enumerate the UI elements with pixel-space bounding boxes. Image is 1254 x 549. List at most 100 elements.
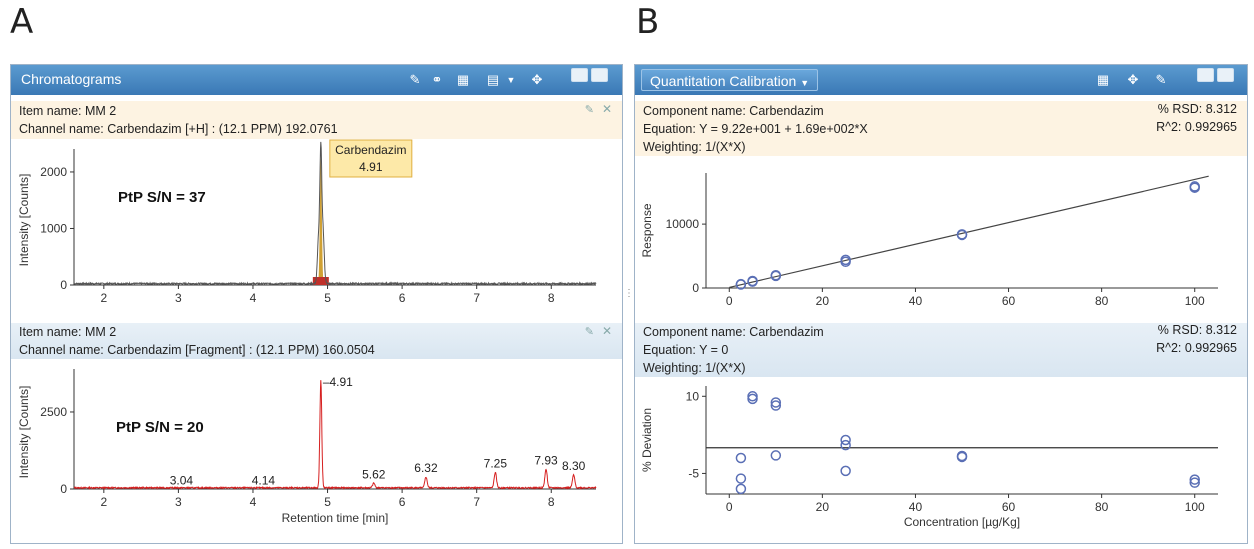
minimize-button[interactable] [1197, 68, 1214, 82]
pin-icon[interactable]: ✎ [584, 104, 594, 116]
x-tick-label: 0 [726, 294, 733, 308]
data-point [735, 473, 747, 484]
peak-label: 7.25 [484, 457, 508, 471]
calibration-panel: Quantitation Calibration ▼ ▦ ✥ ✎ Compone… [634, 64, 1248, 544]
data-point [735, 483, 747, 495]
y-tick-label: 1000 [40, 221, 67, 235]
y-axis-label: Response [640, 203, 654, 257]
x-tick-label: 3 [175, 291, 182, 305]
upper-chrom-header: Item name: MM 2 Channel name: Carbendazi… [11, 101, 622, 139]
x-tick-label: 80 [1095, 500, 1109, 514]
edit-icon[interactable]: ✎ [409, 72, 421, 87]
peak-callout-value: 4.91 [359, 160, 383, 174]
pin-icon[interactable]: ✎ [584, 326, 594, 338]
x-tick-label: 3 [175, 495, 182, 509]
chevron-down-icon[interactable]: ▼ [506, 75, 516, 85]
data-point [747, 275, 758, 287]
peak-label: 6.32 [414, 461, 438, 475]
calibration-dropdown[interactable]: Quantitation Calibration ▼ [641, 69, 819, 91]
data-point [840, 254, 851, 266]
x-tick-label: 20 [816, 294, 830, 308]
calibration-curve-chart: 0 20 40 60 80 100 0 10000 Response [640, 173, 1218, 308]
x-tick-label: 40 [909, 294, 923, 308]
chromatogram-trace [73, 380, 597, 491]
upper-cal-header: Component name: Carbendazim Equation: Y … [635, 101, 1247, 156]
chart-icon[interactable]: ▤ [486, 72, 500, 87]
data-point [1189, 181, 1200, 192]
x-tick-label: 5 [324, 495, 331, 509]
peak-label: 5.62 [362, 467, 386, 481]
sn-label: PtP S/N = 20 [116, 419, 204, 436]
calibration-titlebar: Quantitation Calibration ▼ ▦ ✥ ✎ [635, 65, 1247, 95]
x-tick-label: 20 [816, 500, 830, 514]
edit-icon[interactable]: ✎ [1155, 72, 1167, 87]
minimize-button[interactable] [571, 68, 588, 82]
item-name: Item name: MM 2 [19, 104, 117, 118]
x-tick-label: 80 [1095, 294, 1109, 308]
weighting: Weighting: 1/(X*X) [643, 140, 746, 154]
channel-name: Channel name: Carbendazim [+H] : (12.1 P… [19, 122, 338, 136]
table-icon[interactable]: ▦ [456, 72, 470, 87]
data-point [1189, 477, 1200, 488]
maximize-button[interactable] [1217, 68, 1234, 82]
peak-callout-name: Carbendazim [335, 143, 406, 157]
data-point [747, 393, 758, 405]
maximize-button[interactable] [591, 68, 608, 82]
sn-label: PtP S/N = 37 [118, 189, 206, 206]
data-point [840, 439, 851, 451]
equation: Equation: Y = 0 [643, 343, 729, 357]
link-icon[interactable]: ⚭ [431, 72, 443, 87]
data-point [840, 434, 851, 446]
calibration-title: Quantitation Calibration [650, 73, 797, 89]
chromatograms-panel: Chromatograms ✎ ⚭ ▦ ▤ ▼ ✥ Item name: MM … [10, 64, 623, 544]
peak-label: 8.30 [562, 459, 586, 473]
x-tick-label: 4 [250, 291, 257, 305]
move-icon[interactable]: ✥ [531, 72, 543, 87]
weighting: Weighting: 1/(X*X) [643, 361, 746, 375]
data-point [770, 400, 782, 411]
data-point [840, 465, 851, 477]
x-tick-label: 7 [473, 291, 480, 305]
close-icon[interactable]: ✕ [601, 324, 612, 338]
chevron-down-icon: ▼ [800, 78, 810, 88]
table-icon[interactable]: ▦ [1096, 72, 1110, 87]
r2-value: R^2: 0.992965 [1156, 341, 1237, 355]
y-axis-label: Intensity [Counts] [17, 386, 31, 479]
deviation-chart: 0 20 40 60 80 100 10 -5 % Deviation Concentration… [640, 386, 1218, 529]
x-tick-label: 8 [548, 495, 555, 509]
data-point [735, 278, 747, 290]
data-point [956, 229, 968, 240]
chromatograms-title: Chromatograms [21, 71, 122, 87]
close-icon[interactable]: ✕ [601, 102, 612, 116]
x-tick-label: 2 [100, 291, 107, 305]
data-point [770, 450, 782, 461]
channel-name: Channel name: Carbendazim [Fragment] : (… [19, 343, 375, 357]
splitter-handle[interactable]: ⋮ [624, 288, 634, 299]
integrated-peak-area [315, 159, 327, 285]
lower-chromatogram: 0 2500 2 3 4 5 6 7 8 Intensity [Counts] Retention … [17, 369, 597, 525]
data-point [1189, 474, 1200, 485]
x-tick-label: 40 [909, 500, 923, 514]
y-tick-label: 0 [60, 482, 67, 496]
x-tick-label: 60 [1002, 294, 1016, 308]
y-tick-label: -5 [688, 466, 699, 480]
x-tick-label: 5 [324, 291, 331, 305]
r2-value: R^2: 0.992965 [1156, 120, 1237, 134]
x-tick-label: 0 [726, 500, 733, 514]
y-tick-label: 2500 [40, 405, 67, 419]
y-tick-label: 10 [686, 389, 700, 403]
lower-chrom-header: Item name: MM 2 Channel name: Carbendazi… [11, 323, 622, 359]
x-axis-label: Retention time [min] [282, 511, 389, 525]
y-tick-label: 10000 [666, 217, 700, 231]
x-tick-label: 6 [399, 291, 406, 305]
chromatograms-titlebar: Chromatograms ✎ ⚭ ▦ ▤ ▼ ✥ [11, 65, 622, 95]
peak-label: 3.04 [170, 473, 194, 487]
y-axis-label: Intensity [Counts] [17, 174, 31, 267]
panel-label-b: B [636, 2, 660, 42]
move-icon[interactable]: ✥ [1127, 72, 1139, 87]
y-tick-label: 2000 [40, 165, 67, 179]
component-name: Component name: Carbendazim [643, 104, 824, 118]
equation: Equation: Y = 9.22e+001 + 1.69e+002*X [643, 122, 868, 136]
data-point [956, 450, 968, 462]
chromatogram-trace [73, 141, 597, 287]
